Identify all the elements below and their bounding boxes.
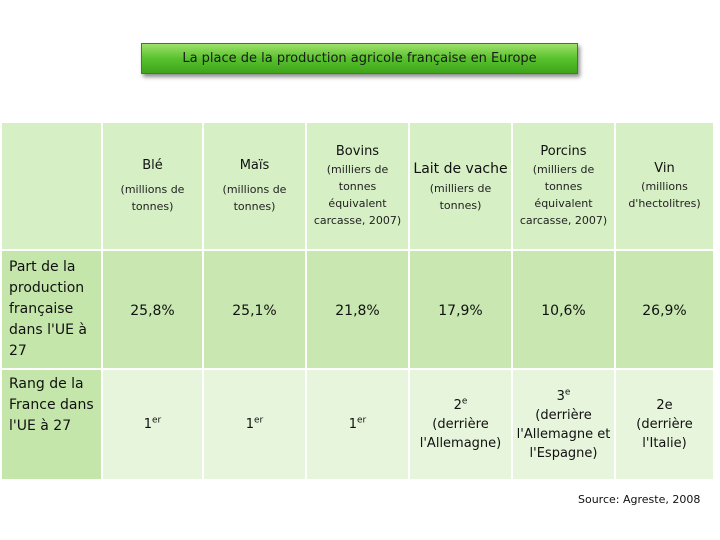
column-header-ble: Blé (millions de tonnes) — [101, 123, 203, 251]
table-row-rank: Rang de la France dans l'UE à 27 1er 1er… — [0, 369, 713, 479]
corner-cell — [0, 123, 102, 251]
row-label-rank: Rang de la France dans l'UE à 27 — [0, 369, 102, 479]
rank-cell: 1er — [305, 369, 409, 479]
column-header-mais: Maïs (millions de tonnes) — [202, 123, 306, 251]
column-header-bovins: Bovins (milliers de tonnes équivalent ca… — [305, 123, 409, 251]
column-header-vin: Vin (millions d'hectolitres) — [614, 123, 713, 251]
column-header-lait: Lait de vache (milliers de tonnes) — [408, 123, 512, 251]
rank-cell: 1er — [202, 369, 306, 479]
source-note: Source: Agreste, 2008 — [578, 493, 701, 506]
share-cell: 10,6% — [511, 250, 615, 370]
share-cell: 17,9% — [408, 250, 512, 370]
table-row-share: Part de la production française dans l'U… — [0, 250, 713, 370]
column-header-porcins: Porcins (milliers de tonnes équivalent c… — [511, 123, 615, 251]
share-cell: 26,9% — [614, 250, 713, 370]
share-cell: 21,8% — [305, 250, 409, 370]
share-cell: 25,8% — [101, 250, 203, 370]
title-banner: La place de la production agricole franç… — [141, 43, 578, 74]
row-label-share: Part de la production française dans l'U… — [0, 250, 102, 370]
rank-cell: 3e (derrière l'Allemagne et l'Espagne) — [511, 369, 615, 479]
production-table: Blé (millions de tonnes) Maïs (millions … — [0, 123, 713, 479]
rank-cell: 2e (derrière l'Italie) — [614, 369, 713, 479]
rank-cell: 2e (derrière l'Allemagne) — [408, 369, 512, 479]
rank-cell: 1er — [101, 369, 203, 479]
share-cell: 25,1% — [202, 250, 306, 370]
header-row: Blé (millions de tonnes) Maïs (millions … — [0, 123, 713, 251]
page-title: La place de la production agricole franç… — [182, 51, 537, 66]
